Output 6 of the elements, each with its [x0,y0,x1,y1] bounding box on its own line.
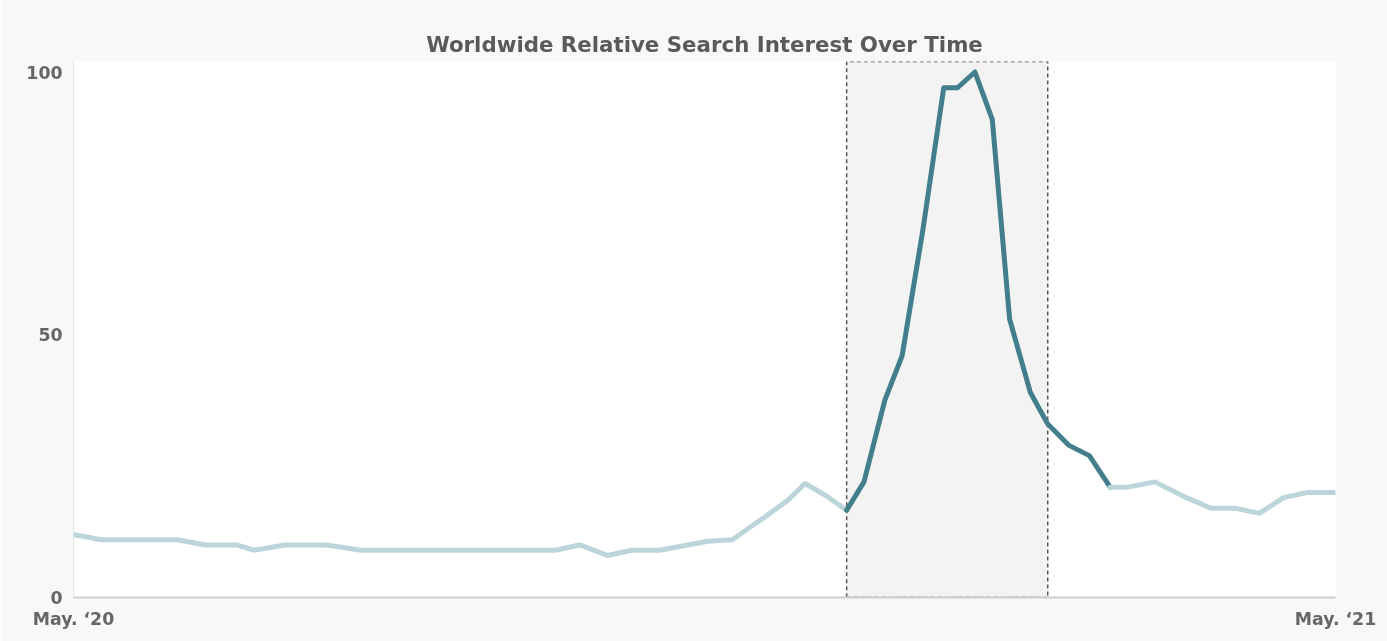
chart-title: Worldwide Relative Search Interest Over Time [426,31,983,57]
x-tick-label: May. ‘21 [1294,608,1377,629]
y-tick-label: 100 [26,62,63,83]
x-tick-label: May. ‘20 [32,608,115,629]
y-tick-label: 50 [38,325,63,346]
y-tick-label: 0 [50,588,63,608]
